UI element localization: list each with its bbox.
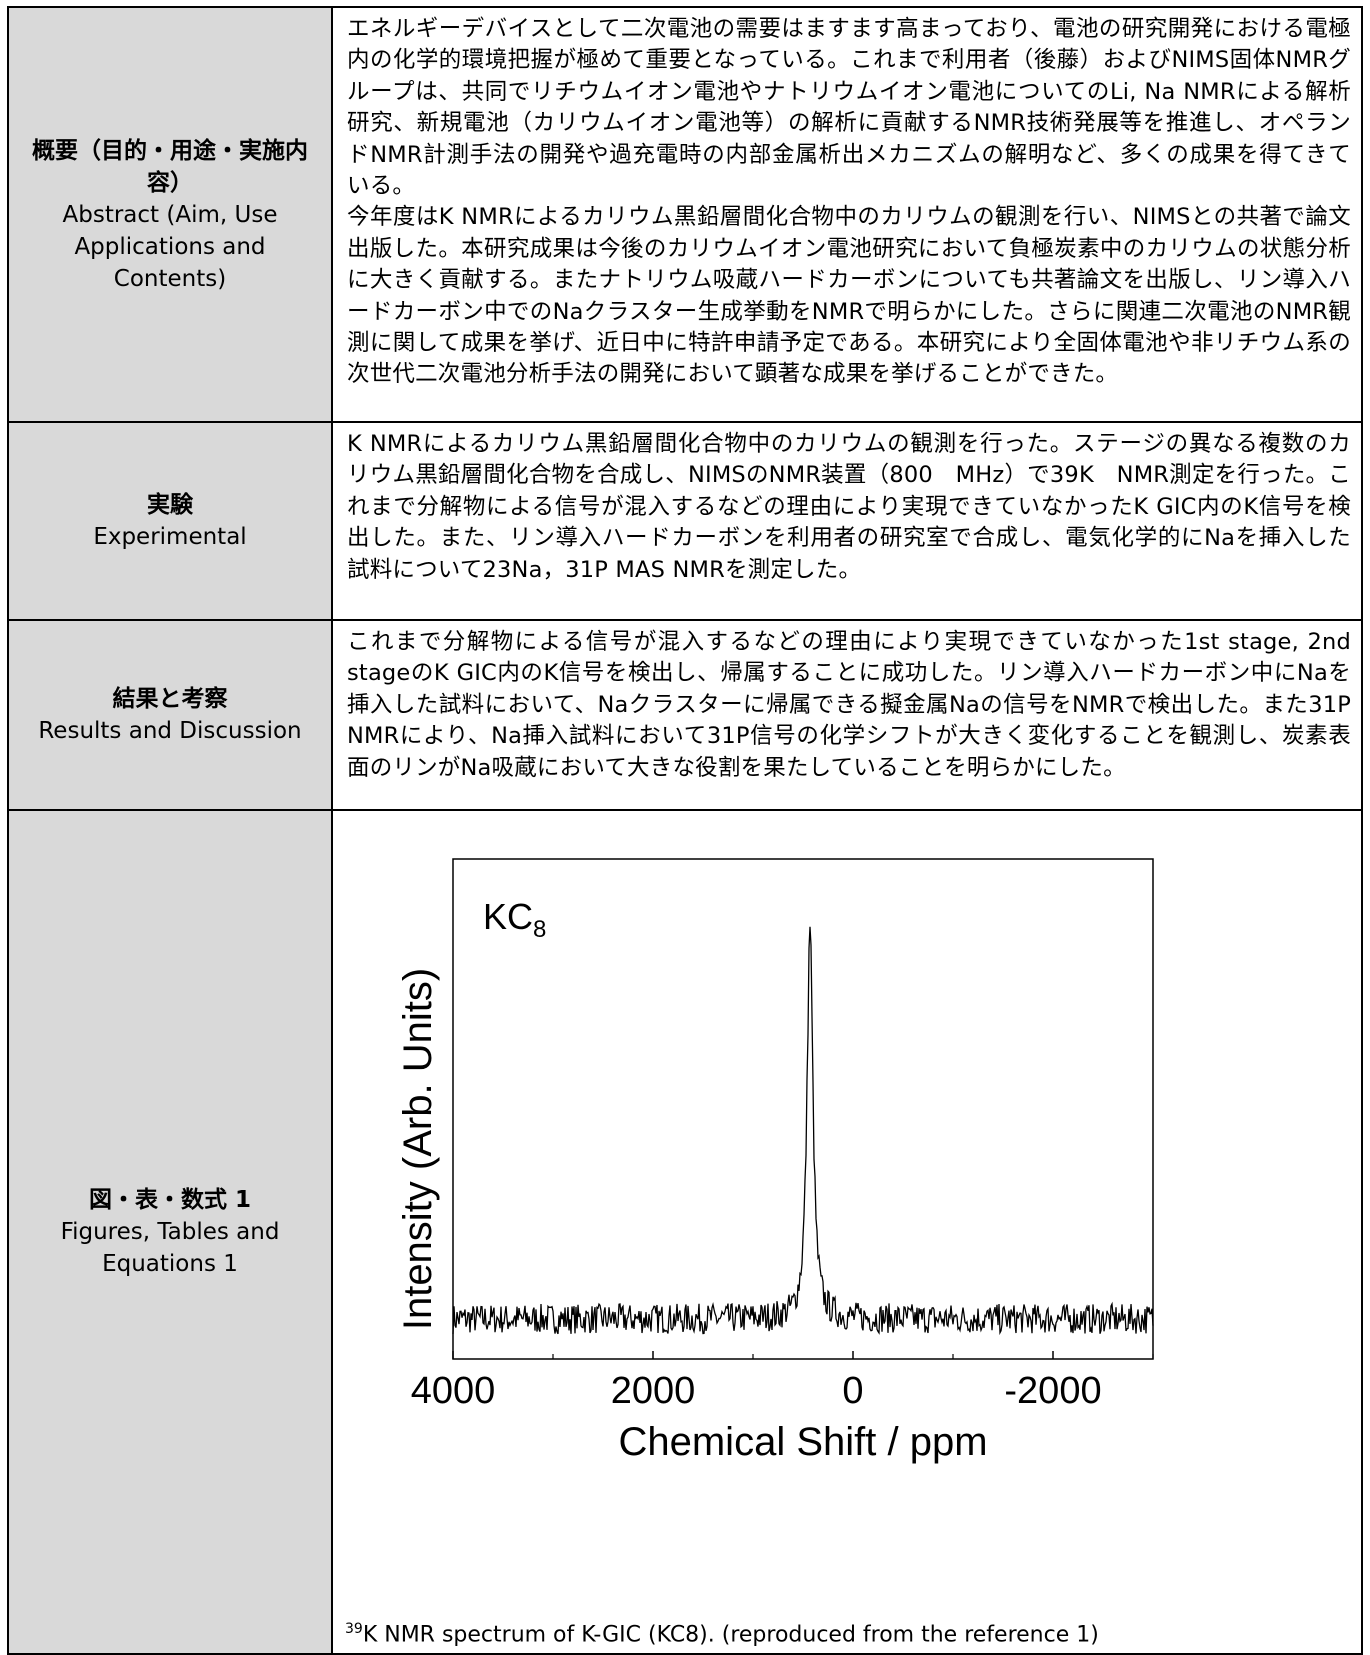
nmr-spectrum-chart: 4000 2000 0 -2000 Chemical Shift / ppm Intens… xyxy=(396,858,1154,1464)
report-table: 概要（目的・用途・実施内容） Abstract (Aim, Use Applic… xyxy=(7,6,1370,1655)
x-tick-label: 0 xyxy=(842,1370,863,1412)
abstract-paragraph: 今年度はK NMRによるカリウム黒鉛層間化合物中のカリウムの観測を行い、NIMS… xyxy=(347,204,1351,388)
abstract-header-en: Abstract (Aim, Use Applications and Cont… xyxy=(62,201,278,292)
figures-row: 図・表・数式 1 Figures, Tables and Equations 1… xyxy=(7,809,1363,1655)
results-body: これまで分解物による信号が混入するなどの理由により実現できていなかった1st s… xyxy=(331,619,1370,811)
experimental-header-ja: 実験 xyxy=(147,492,193,518)
experimental-row: 実験 Experimental K NMRによるカリウム黒鉛層間化合物中のカリウ… xyxy=(7,421,1363,621)
experimental-body: K NMRによるカリウム黒鉛層間化合物中のカリウムの観測を行った。ステージの異な… xyxy=(331,421,1363,621)
experimental-header: 実験 Experimental xyxy=(7,421,333,621)
spectrum-trace xyxy=(452,926,1154,1336)
abstract-body: エネルギーデバイスとして二次電池の需要はますます高まっており、電池の研究開発にお… xyxy=(331,6,1363,423)
y-axis-label: Intensity (Arb. Units) xyxy=(396,968,440,1330)
results-header-ja: 結果と考察 xyxy=(112,686,228,712)
figure-caption: 39K NMR spectrum of K-GIC (KC8). (reprod… xyxy=(345,1621,1099,1647)
abstract-paragraph: エネルギーデバイスとして二次電池の需要はますます高まっており、電池の研究開発にお… xyxy=(347,16,1351,200)
experimental-header-en: Experimental xyxy=(93,524,247,550)
plot-frame xyxy=(452,858,1154,1360)
abstract-header: 概要（目的・用途・実施内容） Abstract (Aim, Use Applic… xyxy=(7,6,333,423)
x-tick-label: 2000 xyxy=(611,1370,696,1412)
figure-cell: 4000 2000 0 -2000 Chemical Shift / ppm Intens… xyxy=(331,809,1363,1655)
results-paragraph: これまで分解物による信号が混入するなどの理由により実現できていなかった1st s… xyxy=(347,629,1370,781)
figures-header-ja: 図・表・数式 1 xyxy=(88,1187,251,1213)
figures-header: 図・表・数式 1 Figures, Tables and Equations 1 xyxy=(7,809,333,1655)
sample-annotation: KC8 xyxy=(483,896,546,943)
caption-text: K NMR spectrum of K-GIC (KC8). (reproduc… xyxy=(362,1622,1099,1647)
x-tick-label: -2000 xyxy=(1004,1370,1101,1412)
x-tick-label: 4000 xyxy=(411,1370,496,1412)
results-row: 結果と考察 Results and Discussion これまで分解物による信… xyxy=(7,619,1370,811)
figures-header-en: Figures, Tables and Equations 1 xyxy=(60,1219,280,1277)
abstract-header-ja: 概要（目的・用途・実施内容） xyxy=(32,137,308,196)
x-axis-label: Chemical Shift / ppm xyxy=(618,1420,987,1464)
results-header: 結果と考察 Results and Discussion xyxy=(7,619,333,811)
experimental-paragraph: K NMRによるカリウム黒鉛層間化合物中のカリウムの観測を行った。ステージの異な… xyxy=(347,431,1351,583)
caption-isotope-mass: 39 xyxy=(345,1620,363,1637)
results-header-en: Results and Discussion xyxy=(38,718,302,744)
abstract-row: 概要（目的・用途・実施内容） Abstract (Aim, Use Applic… xyxy=(7,6,1363,423)
